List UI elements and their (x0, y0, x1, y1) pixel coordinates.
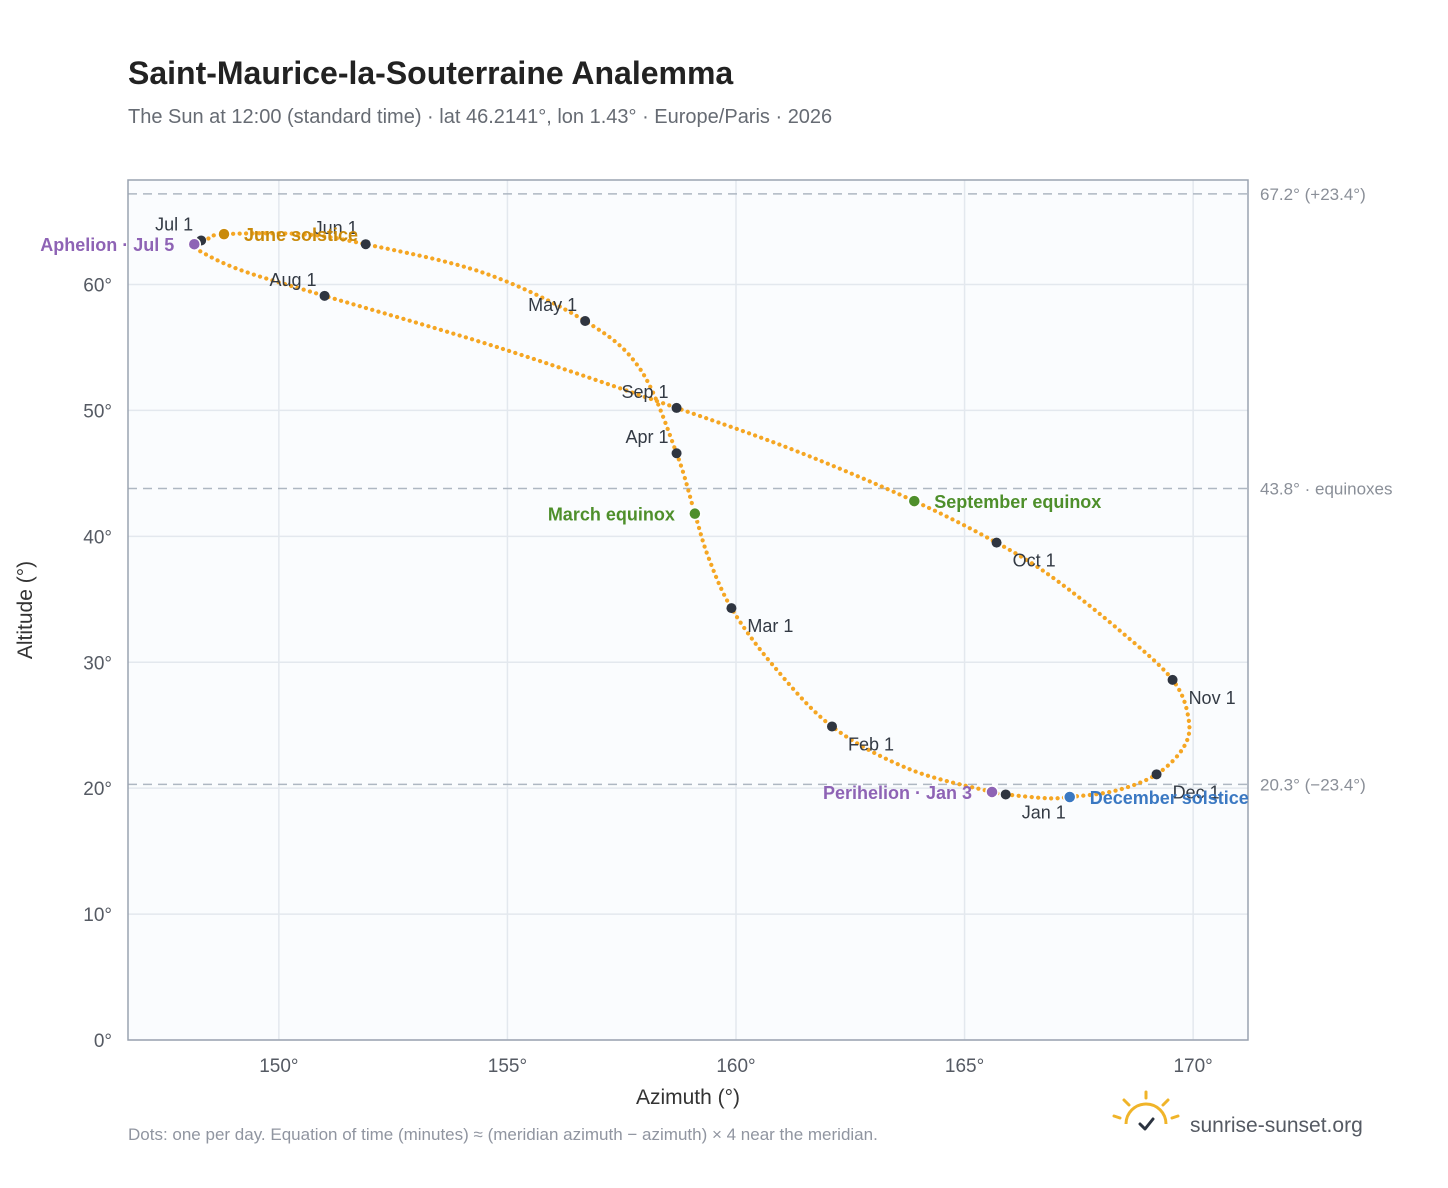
month-marker (726, 603, 737, 614)
y-tick-label: 50° (83, 401, 112, 422)
reference-line-label: 43.8° · equinoxes (1260, 479, 1393, 498)
month-marker-label: Jan 1 (1022, 802, 1066, 822)
reference-line-label: 20.3° (−23.4°) (1260, 775, 1366, 794)
analemma-curve (191, 231, 1192, 801)
month-marker-label: Apr 1 (626, 427, 669, 447)
month-marker-label: Mar 1 (747, 616, 793, 636)
month-marker (1167, 674, 1178, 685)
month-marker-label: Jul 1 (155, 214, 193, 234)
event-label: March equinox (548, 505, 675, 525)
reference-line-label: 67.2° (+23.4°) (1260, 185, 1366, 204)
event-marker (985, 785, 999, 799)
y-tick-label: 0° (94, 1031, 112, 1052)
month-marker (319, 290, 330, 301)
y-tick-label: 10° (83, 905, 112, 926)
month-marker-label: Aug 1 (270, 270, 317, 290)
plot-frame (127, 179, 1249, 1041)
month-marker (827, 721, 837, 732)
event-marker (688, 506, 702, 521)
footnote: Dots: one per day. Equation of time (min… (128, 1125, 878, 1144)
x-tick-label: 155° (488, 1056, 527, 1077)
axis-ticks: 150° 155° 160° 165° 170° 0° 10° 20° 30° 40° 50° 60° (83, 276, 1213, 1077)
month-marker-label: Nov 1 (1189, 688, 1236, 708)
event-marker (187, 237, 202, 251)
y-tick-label: 20° (83, 779, 112, 800)
y-tick-label: 60° (83, 276, 112, 297)
month-marker (1000, 789, 1011, 800)
month-marker (991, 537, 1002, 548)
x-tick-label: 165° (945, 1056, 984, 1077)
event-marker (217, 227, 231, 241)
event-label: September equinox (934, 492, 1101, 512)
analemma-daily-dots (191, 231, 1192, 801)
brand-name: sunrise-sunset.org (1190, 1114, 1363, 1137)
event-label: Aphelion · Jul 5 (40, 235, 174, 255)
event-marker (1062, 790, 1077, 804)
reference-lines: 67.2° (+23.4°) 43.8° · equinoxes 20.3° (−2… (128, 185, 1393, 794)
x-tick-label: 170° (1173, 1056, 1212, 1077)
event-markers: March equinox September equinox June solst… (40, 225, 1249, 808)
x-axis-label: Azimuth (°) (636, 1086, 740, 1109)
month-marker-label: May 1 (528, 295, 577, 315)
month-marker-label: Sep 1 (622, 382, 669, 402)
month-marker (671, 402, 682, 413)
sun-icon (1112, 1090, 1180, 1131)
event-marker (907, 494, 922, 508)
x-tick-label: 160° (716, 1056, 755, 1077)
y-axis-label: Altitude (°) (14, 561, 37, 659)
event-label: June solstice (244, 225, 358, 245)
month-marker-label: Jun 1 (314, 218, 358, 238)
month-marker-label: Oct 1 (1013, 551, 1056, 571)
event-label: December solstice (1090, 788, 1249, 808)
chart-subtitle: The Sun at 12:00 (standard time) · lat 4… (128, 106, 832, 128)
x-tick-label: 150° (259, 1056, 298, 1077)
month-marker-label: Feb 1 (848, 734, 894, 754)
plot-area (128, 180, 1248, 1040)
y-tick-label: 40° (83, 527, 112, 548)
month-marker (1151, 769, 1162, 780)
month-marker (671, 448, 682, 459)
event-label: Perihelion · Jan 3 (823, 783, 972, 803)
month-marker (360, 239, 371, 250)
chart-title: Saint-Maurice-la-Souterraine Analemma (128, 55, 733, 91)
month-marker-label: Dec 1 (1173, 782, 1220, 802)
month-marker (580, 316, 591, 327)
y-tick-label: 30° (83, 653, 112, 674)
month-markers: Jan 1 Feb 1 Mar 1 Apr 1 May 1 Jun 1 Jul 1 Aug 1… (155, 214, 1235, 822)
